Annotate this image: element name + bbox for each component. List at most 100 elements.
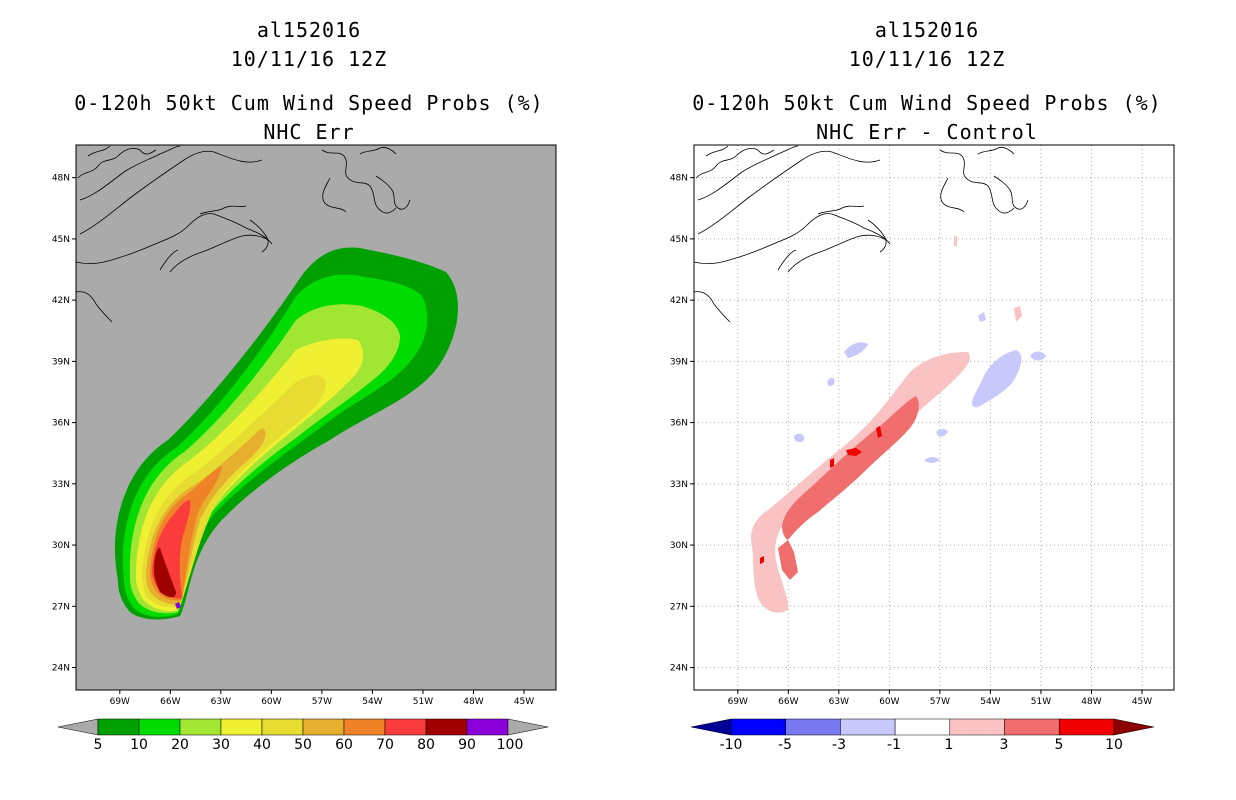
lat-tick-label: 27N [670, 602, 688, 612]
lat-tick-label: 36N [52, 419, 70, 429]
probability-contours [114, 247, 459, 620]
storm-id-title: al152016 [874, 18, 980, 42]
colorbar-labels: -10 -5 -3 -1 1 3 5 10 [720, 737, 1123, 753]
product-title: 0-120h 50kt Cum Wind Speed Probs (%) [692, 91, 1162, 115]
colorbar-boxes [57, 718, 549, 736]
colorbar-box [261, 718, 304, 736]
lat-tick-label: 33N [52, 480, 70, 490]
lat-tick-label: 39N [52, 357, 70, 367]
contour-pos-1 [750, 352, 970, 613]
lon-tick-label: 54W [362, 697, 382, 707]
lon-tick-label: 63W [211, 697, 231, 707]
lat-tick-label: 30N [670, 541, 688, 551]
lon-tick-label: 66W [160, 697, 180, 707]
cbar-label-20: 20 [171, 737, 189, 753]
colorbar-box [425, 718, 468, 736]
colorbar-box [343, 718, 386, 736]
lat-tick-label: 42N [670, 296, 688, 306]
colorbar-box [97, 718, 140, 736]
lon-tick-label: 54W [980, 697, 1000, 707]
cbar-label-80: 80 [417, 737, 435, 753]
cbar-label-m10: -10 [720, 737, 743, 753]
contour-pos-3b [778, 540, 798, 580]
lat-tick-label: 27N [52, 602, 70, 612]
contour-pos-5d [760, 556, 764, 564]
datetime-title: 10/11/16 12Z [848, 47, 1006, 71]
cbar-label-5: 5 [94, 737, 103, 753]
lat-tick-label: 48N [52, 174, 70, 184]
left-panel: al152016 10/11/16 12Z 0-120h 50kt Cum Wi… [52, 18, 557, 753]
lon-tick-label: 66W [778, 697, 798, 707]
lat-tick-label: 45N [52, 235, 70, 245]
lon-tick-label: 69W [728, 697, 748, 707]
contour-90 [175, 602, 181, 609]
contour-pos-1b [1014, 306, 1022, 322]
lat-tick-label: 48N [670, 174, 688, 184]
axis-ticks: 69W 66W 63W 60W 57W 54W 51W 48W 45W 24N 27N 30N 33N 3… [52, 174, 534, 707]
lat-tick-label: 30N [52, 541, 70, 551]
datetime-title: 10/11/16 12Z [230, 47, 388, 71]
cbar-label-40: 40 [253, 737, 271, 753]
colorbar-box [220, 718, 263, 736]
storm-id-title: al152016 [256, 18, 362, 42]
lon-tick-label: 48W [463, 697, 483, 707]
colorbar: 5 10 20 30 40 50 60 70 80 90 100 [57, 718, 549, 753]
lon-tick-label: 51W [413, 697, 433, 707]
lon-tick-label: 57W [312, 697, 332, 707]
cbar-label-90: 90 [458, 737, 476, 753]
contour-pos-5b [876, 426, 882, 438]
lon-tick-label: 57W [930, 697, 950, 707]
cbar-label-p10: 10 [1105, 737, 1123, 753]
colorbar-box [894, 718, 951, 736]
probability-map: 69W 66W 63W 60W 57W 54W 51W 48W 45W 24N 27N 30N 33N 3… [52, 144, 557, 707]
contour-neg-1a [972, 350, 1022, 408]
contour-pos-1c [954, 236, 957, 246]
colorbar-box [949, 718, 1005, 736]
colorbar-box [302, 718, 345, 736]
colorbar-box [138, 718, 181, 736]
colorbar-box [466, 718, 509, 736]
colorbar-box [840, 718, 896, 736]
contour-pos-3 [782, 396, 919, 540]
cbar-label-60: 60 [335, 737, 353, 753]
axis-ticks: 69W 66W 63W 60W 57W 54W 51W 48W 45W 24N 27N 30N 33N 3… [670, 174, 1152, 707]
cbar-label-100: 100 [497, 737, 524, 753]
contour-neg-1h [978, 312, 986, 322]
map-frame [75, 144, 557, 691]
difference-map: 69W 66W 63W 60W 57W 54W 51W 48W 45W 24N 27N 30N 33N 3… [670, 144, 1175, 707]
contour-pos-5a [846, 448, 862, 456]
colorbar-box [730, 718, 786, 736]
subtitle: NHC Err [263, 120, 355, 144]
colorbar: -10 -5 -3 -1 1 3 5 10 [690, 718, 1154, 753]
lon-tick-label: 51W [1031, 697, 1051, 707]
cbar-label-p5: 5 [1055, 737, 1064, 753]
subtitle: NHC Err - Control [816, 120, 1038, 144]
lon-tick-label: 63W [829, 697, 849, 707]
contour-neg-1b [844, 342, 868, 358]
colorbar-labels: 5 10 20 30 40 50 60 70 80 90 100 [94, 737, 524, 753]
cbar-label-30: 30 [212, 737, 230, 753]
colorbar-under-arrow [57, 718, 99, 736]
contour-neg-1e [924, 457, 940, 463]
lon-tick-label: 48W [1081, 697, 1101, 707]
lat-tick-label: 24N [670, 664, 688, 674]
contour-pos-5c [830, 458, 834, 468]
cbar-label-50: 50 [294, 737, 312, 753]
contour-neg-1c [794, 433, 805, 443]
colorbar-under-arrow [690, 718, 732, 736]
lat-tick-label: 24N [52, 664, 70, 674]
lat-tick-label: 42N [52, 296, 70, 306]
colorbar-box [1004, 718, 1060, 736]
contour-neg-1g [827, 377, 835, 387]
colorbar-box [179, 718, 222, 736]
colorbar-box [785, 718, 841, 736]
product-title: 0-120h 50kt Cum Wind Speed Probs (%) [74, 91, 544, 115]
cbar-label-m3: -3 [832, 737, 846, 753]
lat-tick-label: 45N [670, 235, 688, 245]
colorbar-boxes [690, 718, 1154, 736]
lat-tick-label: 33N [670, 480, 688, 490]
contour-neg-1f [1030, 351, 1046, 361]
lon-tick-label: 60W [261, 697, 281, 707]
lat-tick-label: 39N [670, 357, 688, 367]
colorbar-box [384, 718, 427, 736]
